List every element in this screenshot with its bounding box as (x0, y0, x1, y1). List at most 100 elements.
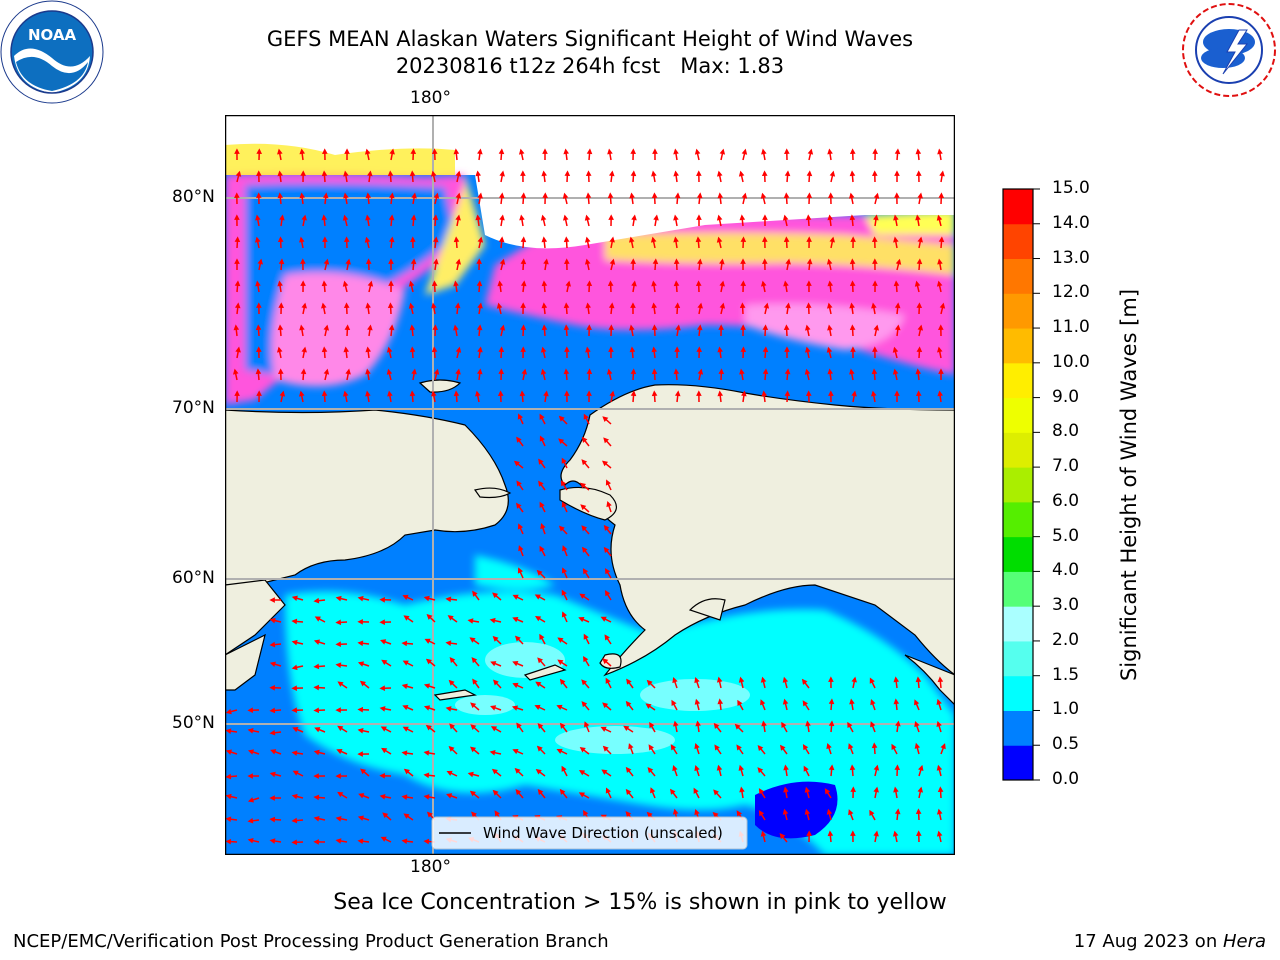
wind-arrow-head (388, 280, 394, 286)
wind-arrow-head (804, 324, 811, 331)
colorbar-bin (1003, 467, 1033, 503)
wind-arrow-head (269, 617, 276, 624)
wind-arrow-head (784, 148, 790, 154)
wind-arrow-head (872, 148, 878, 154)
wind-arrow-head (604, 590, 611, 597)
wind-arrow-head (603, 524, 610, 531)
wind-arrow-head (380, 726, 387, 732)
wind-arrow-head (849, 368, 855, 375)
wind-arrow-head (849, 764, 856, 771)
wind-arrow-head (323, 368, 330, 375)
wind-arrow-head (387, 170, 394, 177)
wind-arrow-head (609, 258, 616, 265)
wind-arrow-head (291, 664, 298, 671)
wind-arrow-head (673, 258, 680, 265)
wind-arrow-head (247, 749, 255, 755)
wind-arrow-head (540, 523, 546, 530)
wind-arrow-head (716, 764, 723, 771)
wind-arrow-head (357, 640, 364, 647)
wind-arrow-head (779, 833, 786, 840)
wind-arrow-head (650, 236, 657, 243)
wind-arrow-head (446, 770, 453, 776)
wind-arrow-head (401, 794, 408, 800)
colorbar-tick-label: 2.0 (1052, 629, 1080, 650)
wind-arrow-head (736, 744, 742, 751)
wind-arrow-head (299, 236, 305, 243)
wind-arrow-head (499, 258, 506, 265)
wind-arrow-head (380, 836, 387, 842)
wind-arrow-head (498, 148, 505, 155)
wind-arrow-head (520, 170, 526, 176)
wind-arrow-head (410, 258, 417, 265)
colorbar-bin (1003, 571, 1033, 607)
wind-arrow-head (741, 192, 748, 199)
wind-arrow-head (712, 811, 719, 818)
wind-arrow-head (476, 368, 483, 375)
land-panhandle (904, 654, 955, 706)
wind-arrow-head (675, 324, 681, 331)
wind-arrow-head (694, 698, 701, 705)
wind-arrow-head (300, 170, 306, 176)
wind-arrow-head (489, 617, 496, 624)
wind-arrow-head (521, 368, 528, 375)
wind-arrow-head (455, 346, 462, 353)
wind-arrow-head (467, 771, 474, 778)
wind-arrow-head (321, 280, 328, 287)
wind-arrow-head (454, 302, 461, 309)
colorbar-tick-label: 7.0 (1052, 456, 1080, 477)
wind-arrow-head (603, 437, 610, 444)
wind-arrow-head (313, 639, 321, 645)
wind-arrow-head (518, 545, 524, 552)
wind-arrow-head (401, 640, 408, 647)
wind-arrow-head (785, 258, 791, 265)
wind-arrow-head (914, 280, 921, 287)
wind-arrow-head (292, 770, 299, 776)
wind-arrow-head (827, 830, 834, 837)
wind-arrow-head (891, 743, 897, 750)
wind-arrow-head (225, 728, 232, 734)
wind-arrow-head (534, 616, 542, 622)
wind-arrow-head (431, 390, 437, 397)
wind-arrow-head (477, 148, 483, 155)
wind-arrow-head (336, 748, 343, 755)
wind-arrow-head (558, 525, 565, 532)
wind-arrow-head (608, 324, 615, 330)
wind-arrow-head (762, 236, 768, 242)
wind-arrow-head (918, 764, 924, 771)
wind-arrow-head (357, 751, 363, 757)
wind-arrow-head (872, 346, 878, 352)
wind-arrow-head (358, 793, 365, 799)
wind-arrow-head (625, 700, 632, 707)
wind-arrow-head (558, 438, 565, 445)
colorbar-bin (1003, 745, 1033, 781)
wind-arrow-head (535, 681, 542, 688)
wind-arrow-head (605, 479, 612, 486)
wind-arrow-head (849, 698, 855, 705)
lat-label-80: 80°N (172, 187, 215, 207)
wind-arrow-head (608, 214, 614, 220)
wind-arrow-head (697, 302, 703, 309)
wind-arrow-head (915, 214, 921, 221)
wind-arrow-head (401, 750, 408, 756)
wind-arrow-head (234, 192, 240, 198)
wind-arrow-head (581, 525, 588, 532)
wind-arrow-head (719, 148, 726, 155)
wind-arrow-head (357, 815, 364, 821)
colorbar-bin (1003, 710, 1033, 746)
wind-arrow-head (585, 192, 592, 199)
wind-arrow-head (235, 170, 242, 177)
wind-arrow-head (256, 148, 262, 154)
wind-arrow-head (490, 661, 497, 667)
land-aleutian-1 (433, 689, 477, 701)
wind-arrow-head (335, 838, 342, 844)
wind-arrow-head (806, 192, 813, 198)
wind-arrow-head (672, 676, 678, 684)
wind-arrow-head (850, 236, 856, 242)
wind-arrow-head (873, 786, 879, 793)
wind-arrow-head (234, 302, 241, 309)
wind-arrow-head (602, 416, 609, 422)
wind-arrow-head (291, 707, 297, 714)
wind-arrow-head (543, 258, 549, 265)
wind-arrow-head (518, 148, 525, 155)
colorbar-bin (1003, 189, 1033, 225)
